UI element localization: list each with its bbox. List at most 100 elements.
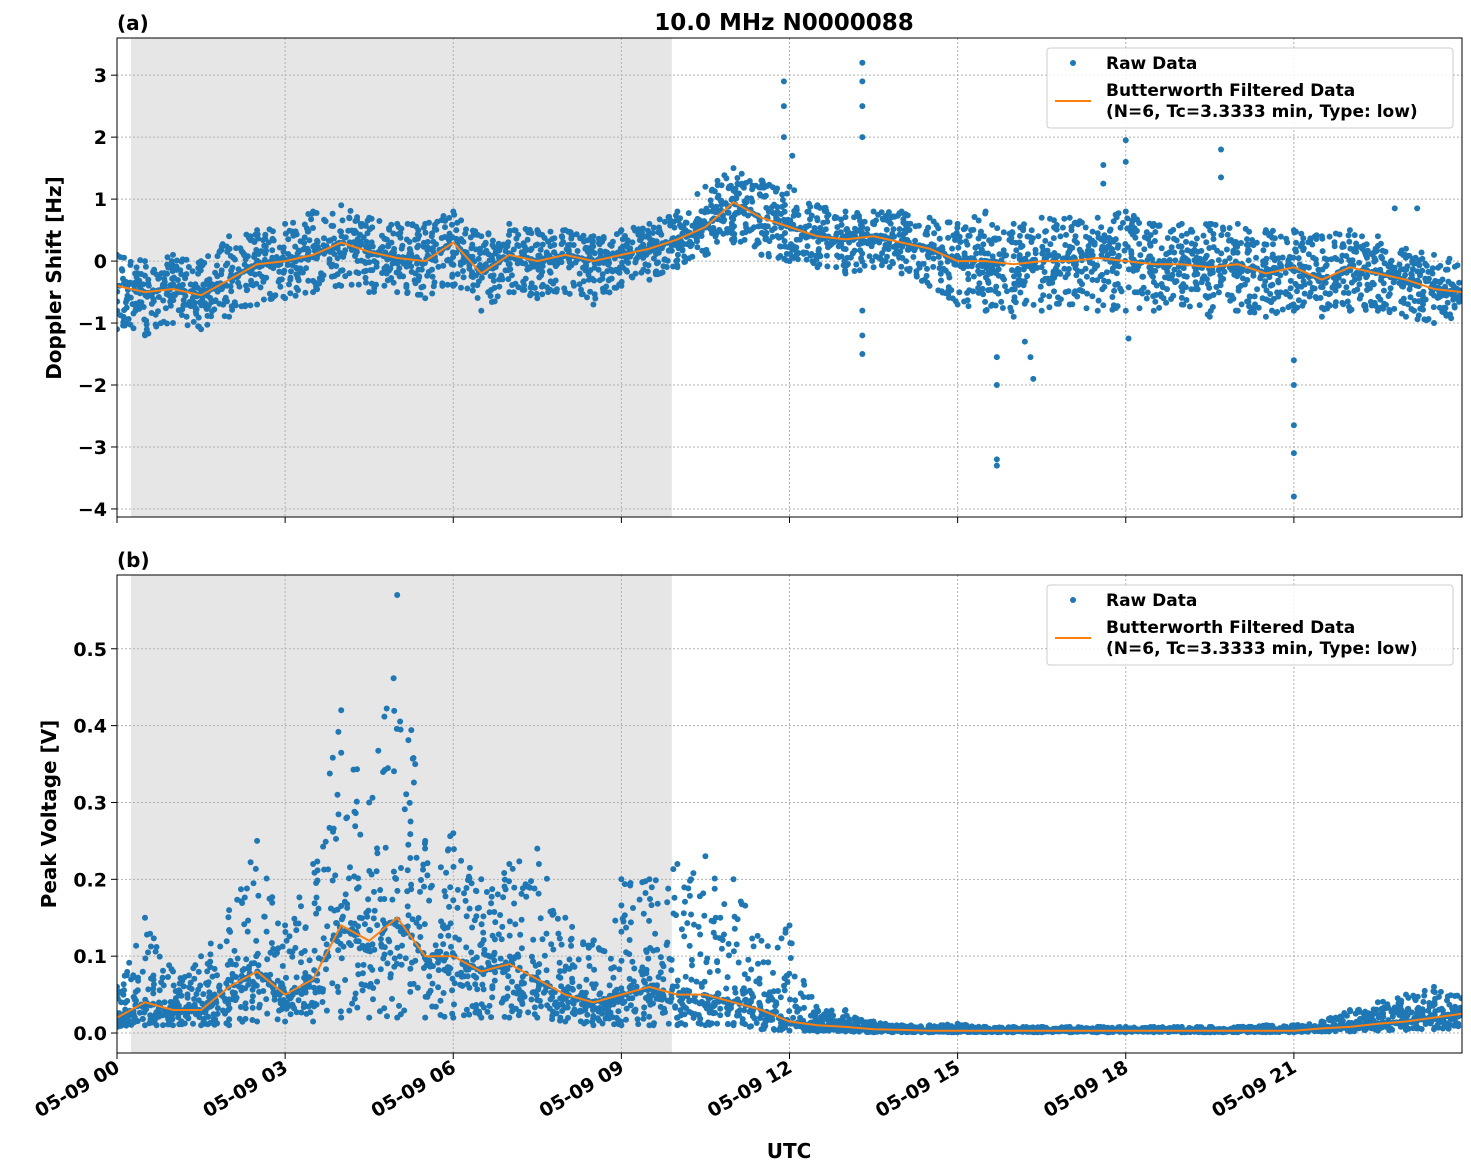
raw-data-point (1183, 273, 1190, 280)
raw-data-point (287, 1011, 294, 1018)
raw-data-point (562, 1018, 569, 1025)
raw-data-point (771, 225, 778, 232)
raw-data-outlier (859, 78, 866, 85)
raw-data-point (404, 903, 411, 910)
raw-data-point (422, 229, 429, 236)
raw-data-point (1010, 253, 1017, 260)
raw-data-point (1207, 260, 1214, 267)
raw-data-point (403, 263, 410, 270)
raw-data-point (228, 267, 235, 274)
raw-data-point (226, 907, 233, 914)
raw-data-point (491, 909, 498, 915)
raw-data-point (825, 211, 832, 218)
raw-data-point (599, 285, 606, 292)
raw-data-point (359, 915, 365, 922)
raw-data-point (646, 975, 653, 982)
raw-data-point (390, 230, 397, 237)
raw-data-point (238, 987, 245, 994)
raw-data-point (1065, 266, 1072, 272)
raw-data-point (618, 876, 625, 883)
raw-data-point (301, 234, 308, 241)
raw-data-point (198, 953, 205, 960)
raw-data-point (1051, 250, 1058, 256)
raw-data-point (584, 1011, 591, 1018)
raw-data-point (1144, 289, 1151, 296)
raw-data-point (600, 1006, 607, 1012)
raw-data-point (1059, 224, 1066, 231)
raw-data-point (126, 959, 133, 966)
raw-data-point (1318, 233, 1325, 240)
raw-data-point (1178, 249, 1185, 256)
raw-data-point (1000, 247, 1007, 254)
raw-data-point (450, 261, 457, 268)
raw-data-point (1346, 227, 1353, 234)
raw-data-point (340, 943, 347, 950)
raw-data-point (133, 274, 140, 281)
raw-data-point (410, 779, 417, 786)
raw-data-point (164, 261, 171, 268)
raw-data-point (383, 705, 390, 712)
raw-data-outlier (859, 59, 866, 66)
raw-data-point (399, 942, 405, 949)
raw-data-point (655, 249, 662, 256)
raw-data-point (926, 282, 933, 289)
raw-data-point (1377, 240, 1384, 247)
raw-data-point (580, 1001, 587, 1008)
raw-data-point (980, 291, 987, 298)
raw-data-point (1237, 282, 1244, 289)
raw-data-point (489, 237, 496, 244)
raw-data-point (595, 266, 602, 273)
raw-data-point (160, 297, 167, 304)
raw-data-point (536, 253, 543, 260)
raw-data-point (1182, 284, 1189, 291)
raw-data-point (674, 257, 681, 264)
raw-data-point (534, 295, 541, 302)
raw-data-point (363, 243, 370, 250)
raw-data-point (485, 231, 492, 238)
raw-data-point (1343, 284, 1350, 291)
raw-data-point (1414, 277, 1421, 284)
raw-data-point (1019, 243, 1026, 249)
raw-data-point (562, 227, 569, 234)
raw-data-point (368, 871, 375, 878)
raw-data-point (713, 203, 720, 210)
raw-data-point (708, 187, 715, 194)
raw-data-point (1098, 252, 1105, 258)
raw-data-point (809, 258, 816, 265)
raw-data-point (450, 282, 457, 289)
raw-data-point (1437, 262, 1444, 269)
raw-data-point (1327, 302, 1333, 309)
raw-data-point (1361, 248, 1368, 254)
raw-data-point (807, 203, 814, 210)
raw-data-point (1277, 272, 1284, 279)
raw-data-point (341, 250, 347, 257)
raw-data-point (381, 235, 388, 242)
raw-data-point (511, 227, 518, 234)
raw-data-outlier (1391, 205, 1398, 212)
raw-data-point (1084, 247, 1091, 254)
raw-data-point (396, 265, 403, 272)
raw-data-point (314, 237, 321, 244)
raw-data-point (535, 266, 542, 273)
raw-data-point (1340, 301, 1347, 308)
raw-data-point (454, 271, 461, 278)
raw-data-point (811, 225, 818, 232)
raw-data-point (351, 228, 358, 235)
raw-data-point (835, 243, 842, 250)
raw-data-point (150, 296, 157, 302)
raw-data-point (381, 944, 388, 951)
raw-data-point (537, 915, 544, 922)
raw-data-point (342, 273, 349, 280)
raw-data-point (1294, 288, 1300, 295)
raw-data-point (359, 987, 366, 994)
raw-data-point (530, 958, 536, 965)
raw-data-point (591, 250, 598, 257)
raw-data-point (480, 986, 487, 993)
raw-data-point (682, 258, 689, 265)
raw-data-point (1209, 269, 1216, 276)
raw-data-point (543, 930, 550, 937)
raw-data-point (187, 301, 194, 307)
raw-data-point (412, 957, 419, 964)
raw-data-point (500, 894, 507, 901)
raw-data-point (334, 938, 341, 945)
